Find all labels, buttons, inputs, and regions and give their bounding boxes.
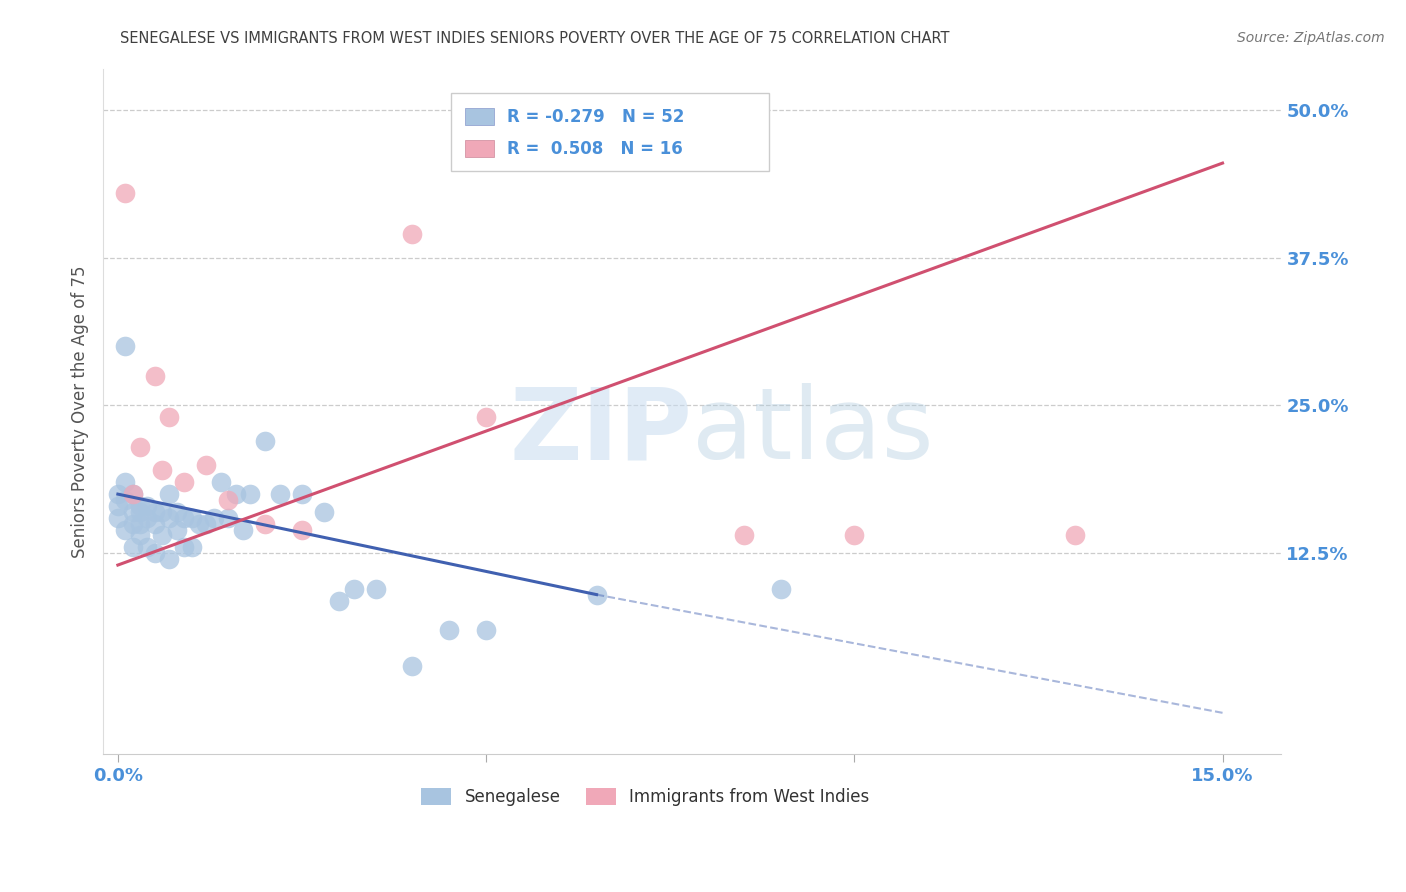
- Point: [209, 475, 232, 490]
- Point: [312, 505, 335, 519]
- Point: [364, 582, 387, 596]
- Text: ZIP: ZIP: [509, 384, 692, 481]
- Point: [844, 528, 866, 542]
- Point: [157, 510, 180, 524]
- Point: [217, 493, 239, 508]
- Point: [166, 523, 188, 537]
- Point: [143, 368, 166, 383]
- Point: [769, 582, 792, 596]
- Text: R =  0.508   N = 16: R = 0.508 N = 16: [508, 140, 683, 158]
- Point: [225, 487, 247, 501]
- Point: [269, 487, 291, 501]
- Text: SENEGALESE VS IMMIGRANTS FROM WEST INDIES SENIORS POVERTY OVER THE AGE OF 75 COR: SENEGALESE VS IMMIGRANTS FROM WEST INDIE…: [120, 31, 949, 46]
- Point: [217, 510, 239, 524]
- Point: [121, 505, 143, 519]
- Point: [401, 658, 423, 673]
- Point: [475, 410, 498, 425]
- Point: [733, 528, 755, 542]
- Point: [114, 493, 136, 508]
- Point: [439, 623, 461, 637]
- Point: [254, 434, 277, 448]
- Point: [173, 475, 195, 490]
- Point: [121, 541, 143, 555]
- Point: [129, 440, 152, 454]
- Point: [157, 552, 180, 566]
- Point: [121, 487, 143, 501]
- Point: [254, 516, 277, 531]
- Point: [150, 463, 173, 477]
- FancyBboxPatch shape: [451, 93, 769, 171]
- Point: [107, 499, 129, 513]
- FancyBboxPatch shape: [465, 108, 495, 125]
- Point: [239, 487, 262, 501]
- Point: [180, 541, 202, 555]
- Point: [129, 528, 152, 542]
- Point: [180, 510, 202, 524]
- Point: [129, 505, 152, 519]
- Point: [143, 516, 166, 531]
- Point: [114, 523, 136, 537]
- Point: [107, 487, 129, 501]
- Y-axis label: Seniors Poverty Over the Age of 75: Seniors Poverty Over the Age of 75: [72, 265, 89, 558]
- Point: [129, 499, 152, 513]
- Point: [401, 227, 423, 241]
- Point: [173, 541, 195, 555]
- Point: [202, 510, 225, 524]
- Point: [475, 623, 498, 637]
- Point: [342, 582, 364, 596]
- Point: [585, 588, 607, 602]
- Point: [1064, 528, 1087, 542]
- Point: [291, 523, 314, 537]
- Point: [157, 410, 180, 425]
- Legend: Senegalese, Immigrants from West Indies: Senegalese, Immigrants from West Indies: [413, 780, 877, 814]
- FancyBboxPatch shape: [465, 140, 495, 157]
- Point: [150, 505, 173, 519]
- Point: [143, 505, 166, 519]
- Text: R = -0.279   N = 52: R = -0.279 N = 52: [508, 108, 685, 126]
- Point: [232, 523, 254, 537]
- Point: [136, 541, 159, 555]
- Point: [157, 487, 180, 501]
- Point: [143, 546, 166, 560]
- Point: [136, 510, 159, 524]
- Point: [136, 499, 159, 513]
- Point: [195, 516, 218, 531]
- Point: [187, 516, 209, 531]
- Point: [114, 339, 136, 353]
- Point: [291, 487, 314, 501]
- Point: [150, 528, 173, 542]
- Text: Source: ZipAtlas.com: Source: ZipAtlas.com: [1237, 31, 1385, 45]
- Point: [328, 593, 350, 607]
- Point: [129, 516, 152, 531]
- Point: [195, 458, 218, 472]
- Point: [114, 186, 136, 200]
- Point: [121, 487, 143, 501]
- Point: [114, 475, 136, 490]
- Point: [107, 510, 129, 524]
- Point: [166, 505, 188, 519]
- Text: atlas: atlas: [692, 384, 934, 481]
- Point: [121, 516, 143, 531]
- Point: [173, 510, 195, 524]
